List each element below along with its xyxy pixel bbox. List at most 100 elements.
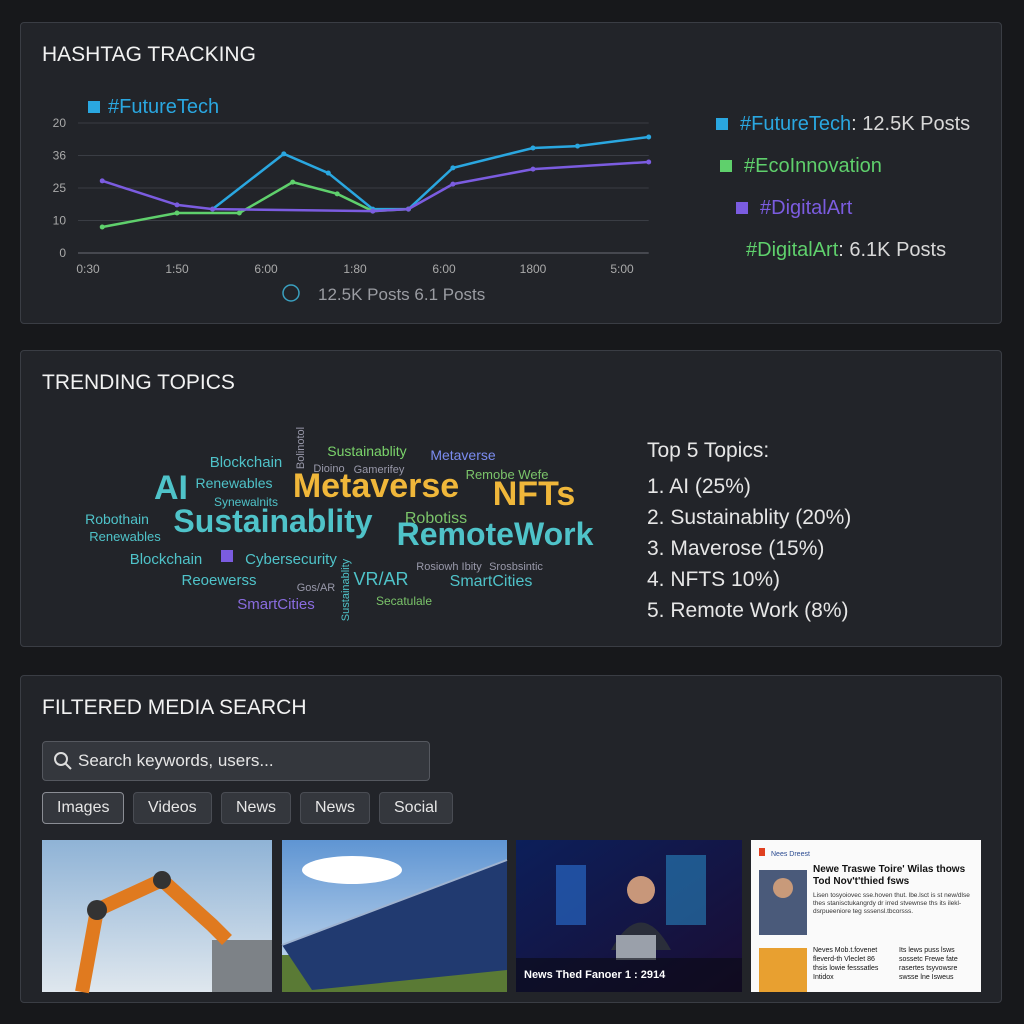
y-tick-label: 10 [53, 214, 67, 228]
filter-chip[interactable]: Videos [133, 792, 212, 824]
legend-swatch [88, 101, 100, 113]
y-tick-label: 20 [53, 116, 67, 130]
panel-title: HASHTAG TRACKING [42, 43, 256, 66]
legend-note: : 12.5K Posts [851, 113, 971, 135]
point [646, 134, 652, 140]
image-robot[interactable] [42, 840, 272, 994]
cloud-word: Reoewerss [181, 572, 256, 589]
point [405, 206, 411, 212]
point [370, 208, 376, 214]
legend-swatch [720, 160, 732, 172]
legend-tag: #DigitalArt [746, 239, 839, 261]
news-source: Nees Dreest [771, 851, 810, 858]
x-tick-label: 6:00 [254, 262, 278, 276]
legend-tag: #EcoInnovation [744, 155, 882, 177]
point [174, 210, 180, 216]
y-tick-label: 36 [53, 149, 67, 163]
cloud-word: SmartCities [237, 596, 315, 613]
top-item: 3. Maverose (15%) [647, 537, 825, 560]
filter-chip[interactable]: News [221, 792, 292, 824]
media-panel: FILTERED MEDIA SEARCH Search keywords, u… [20, 675, 1002, 1003]
news-side: Its lews puss lsws sossetc Frewe fate ra… [899, 947, 958, 981]
point [236, 210, 242, 216]
top-list: 1. AI (25%) 2. Sustainablity (20%) 3. Mave… [647, 471, 851, 626]
point [281, 151, 287, 157]
cloud-word: Sustainablity [173, 503, 372, 539]
search-placeholder: Search keywords, users... [78, 751, 274, 770]
point [325, 170, 331, 176]
cloud-word: Dioino [313, 463, 344, 475]
y-tick-label: 0 [59, 246, 66, 260]
cloud-word: Gamerifey [354, 464, 405, 476]
news-headline: Newe Traswe Toire' Wilas thows Tod Nov't… [813, 864, 966, 887]
cloud-word: Remobe Wefe [466, 467, 549, 482]
legend-tag: #DigitalArt [760, 197, 853, 219]
cloud-icon [221, 550, 233, 562]
filter-chip[interactable]: Social [379, 792, 453, 824]
cloud-word: Robotiss [405, 510, 467, 527]
news-card[interactable]: Nees Dreest Newe Traswe Toire' Wilas tho… [751, 840, 981, 992]
search-box[interactable]: Search keywords, users... [42, 741, 430, 781]
line-chart: 20 36 25 10 0 0:30 1:50 6:00 1:80 6:00 1800 5:00 #Fu… [53, 96, 652, 304]
legend-item: #DigitalArt: 6.1K Posts [746, 239, 946, 262]
top-title: Top 5 Topics: [647, 439, 770, 462]
legend-note: : 6.1K Posts [838, 239, 947, 261]
cloud-word: Rosiowh Ibity [416, 561, 482, 573]
search-icon [54, 752, 72, 770]
legend-tag: #FutureTech [740, 113, 852, 135]
word-cloud: Blockchain Renewables AI Metaverse NFTs Synew… [85, 427, 594, 621]
point [290, 179, 296, 185]
cloud-word: Metaverse [430, 447, 496, 463]
x-tick-label: 1:80 [343, 262, 367, 276]
panel-title: FILTERED MEDIA SEARCH [42, 696, 307, 719]
image-solar[interactable] [281, 840, 508, 992]
point [530, 145, 536, 151]
top-item: 5. Remote Work (8%) [647, 599, 849, 622]
x-tick-label: 0:30 [76, 262, 100, 276]
image-caption: News Thed Fanoer 1 : 2914 [524, 969, 666, 981]
legend-item: #DigitalArt [736, 197, 852, 220]
point [174, 202, 180, 208]
legend-swatch [736, 202, 748, 214]
x-tick-label: 5:00 [610, 262, 634, 276]
cloud-word: Srosbsintic [489, 561, 543, 573]
cloud-word: NFTs [493, 475, 575, 513]
point [530, 166, 536, 172]
legend-item: #FutureTech: 12.5K Posts [716, 113, 970, 136]
legend-label: #FutureTech [108, 96, 219, 118]
cloud-word: Robothain [85, 511, 149, 527]
cloud-word: AI [154, 469, 188, 507]
filter-chip[interactable]: Images [42, 792, 125, 824]
top-item: 2. Sustainablity (20%) [647, 506, 852, 529]
cloud-word: Synewalnits [214, 495, 278, 509]
topics-panel: TRENDING TOPICS Blockchain Renewables AI Me… [20, 350, 1002, 647]
image-cyber[interactable]: News Thed Fanoer 1 : 2914 [516, 840, 742, 992]
point [99, 178, 105, 184]
point [334, 191, 340, 197]
legend-item: #EcoInnovation [720, 155, 882, 178]
cloud-word: Secatulale [376, 594, 432, 608]
panel-title: TRENDING TOPICS [42, 371, 235, 394]
point [450, 165, 456, 171]
hashtag-panel: HASHTAG TRACKING 20 36 25 10 0 0:30 1:50 6:00 1:… [20, 22, 1002, 324]
cloud-word: Sustainablity [340, 558, 352, 621]
cloud-word: SmartCities [450, 573, 533, 590]
news-body: Lisen tosyoiovec sse.hoven thut. lbe.lsc… [813, 892, 970, 915]
filter-chip[interactable]: News [300, 792, 371, 824]
cloud-word: Renewables [195, 475, 272, 491]
cloud-word: Blockchain [130, 551, 203, 568]
chart-footer: 12.5K Posts 6.1 Posts [318, 285, 485, 304]
x-tick-label: 1:50 [165, 262, 189, 276]
point [210, 206, 216, 212]
cloud-word: Renewables [89, 529, 161, 544]
point [646, 159, 652, 165]
cloud-word: Cybersecurity [245, 551, 337, 568]
series-line [211, 135, 649, 211]
point [575, 143, 580, 149]
cloud-word: VR/AR [353, 569, 408, 589]
y-tick-label: 25 [53, 181, 67, 195]
x-tick-label: 6:00 [432, 262, 456, 276]
series-line [101, 160, 649, 213]
cloud-word: Blockchain [210, 454, 283, 471]
